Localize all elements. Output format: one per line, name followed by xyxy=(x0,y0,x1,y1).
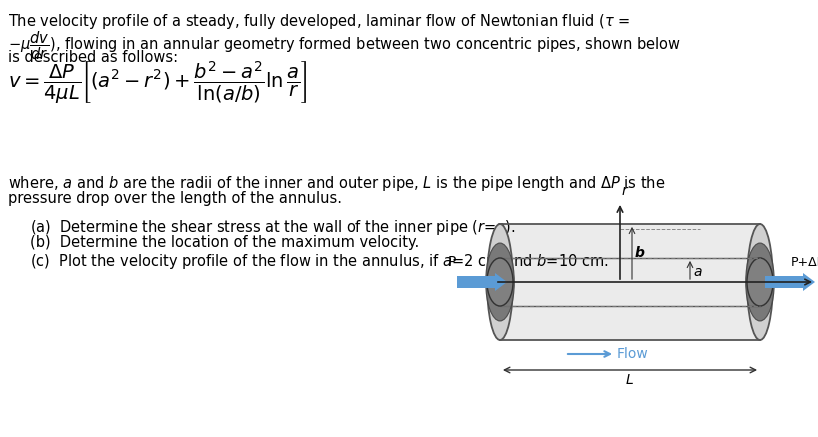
Ellipse shape xyxy=(746,243,775,321)
Text: $-\mu\dfrac{dv}{dr}$), flowing in an annular geometry formed between two concent: $-\mu\dfrac{dv}{dr}$), flowing in an ann… xyxy=(8,29,681,62)
Text: r: r xyxy=(622,184,627,198)
Polygon shape xyxy=(500,224,760,340)
FancyArrow shape xyxy=(457,273,507,291)
Text: Flow: Flow xyxy=(617,347,649,361)
Ellipse shape xyxy=(747,224,773,340)
Ellipse shape xyxy=(487,258,513,306)
Text: (a)  Determine the shear stress at the wall of the inner pipe ($r$=$a$).: (a) Determine the shear stress at the wa… xyxy=(30,218,515,237)
Text: a: a xyxy=(693,265,702,279)
Text: pressure drop over the length of the annulus.: pressure drop over the length of the ann… xyxy=(8,191,342,206)
Ellipse shape xyxy=(486,243,515,321)
Text: P: P xyxy=(447,255,456,269)
FancyArrow shape xyxy=(765,273,815,291)
Ellipse shape xyxy=(747,258,773,306)
Text: (c)  Plot the velocity profile of the flow in the annulus, if $a$=2 cm and $b$=1: (c) Plot the velocity profile of the flo… xyxy=(30,252,609,271)
Ellipse shape xyxy=(487,258,513,306)
Text: where, $a$ and $b$ are the radii of the inner and outer pipe, $L$ is the pipe le: where, $a$ and $b$ are the radii of the … xyxy=(8,174,666,193)
Ellipse shape xyxy=(487,224,513,340)
Text: P+ΔP: P+ΔP xyxy=(791,256,818,269)
Text: The velocity profile of a steady, fully developed, laminar flow of Newtonian flu: The velocity profile of a steady, fully … xyxy=(8,12,630,31)
Text: (b)  Determine the location of the maximum velocity.: (b) Determine the location of the maximu… xyxy=(30,235,420,250)
Text: is described as follows:: is described as follows: xyxy=(8,50,178,65)
Text: b: b xyxy=(635,246,645,260)
Text: L: L xyxy=(626,373,634,387)
Text: $v = \dfrac{\Delta P}{4\mu L}\left[(a^2 - r^2) + \dfrac{b^2 - a^2}{\ln(a/b)}\ln\: $v = \dfrac{\Delta P}{4\mu L}\left[(a^2 … xyxy=(8,59,308,105)
Ellipse shape xyxy=(747,258,773,306)
